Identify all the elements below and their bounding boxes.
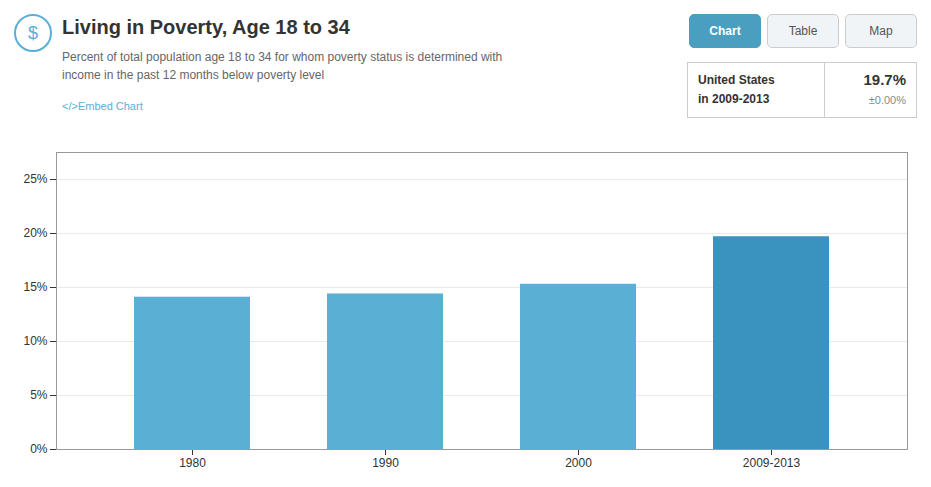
html-text:Percent of total population ag: Percent of total population age 18 to 34…: [62, 50, 503, 82]
html-text:±0.00%: ±0.00%: [868, 94, 906, 106]
svg-text:0%: 0%: [30, 442, 48, 456]
svg-text:2000: 2000: [565, 456, 592, 470]
html-text:in 2009-2013: in 2009-2013: [698, 92, 770, 106]
svg-text:5%: 5%: [30, 388, 48, 402]
html-text:United States: United States: [698, 73, 775, 87]
svg-text:10%: 10%: [23, 334, 47, 348]
html-text:</>Embed Chart: </>Embed Chart: [62, 100, 143, 112]
html-text:Map: Map: [869, 24, 893, 38]
svg-text:25%: 25%: [23, 172, 47, 186]
svg-text:2009-2013: 2009-2013: [743, 456, 801, 470]
svg-text:15%: 15%: [23, 280, 47, 294]
html-text:Chart: Chart: [709, 24, 741, 38]
svg-text:1990: 1990: [372, 456, 399, 470]
html-text:19.7%: 19.7%: [863, 71, 906, 88]
html-text:Table: Table: [788, 24, 818, 38]
html-text:Living in Poverty, Age 18 to 3: Living in Poverty, Age 18 to 34: [62, 16, 350, 38]
svg-text:20%: 20%: [23, 226, 47, 240]
svg-text:1980: 1980: [179, 456, 206, 470]
